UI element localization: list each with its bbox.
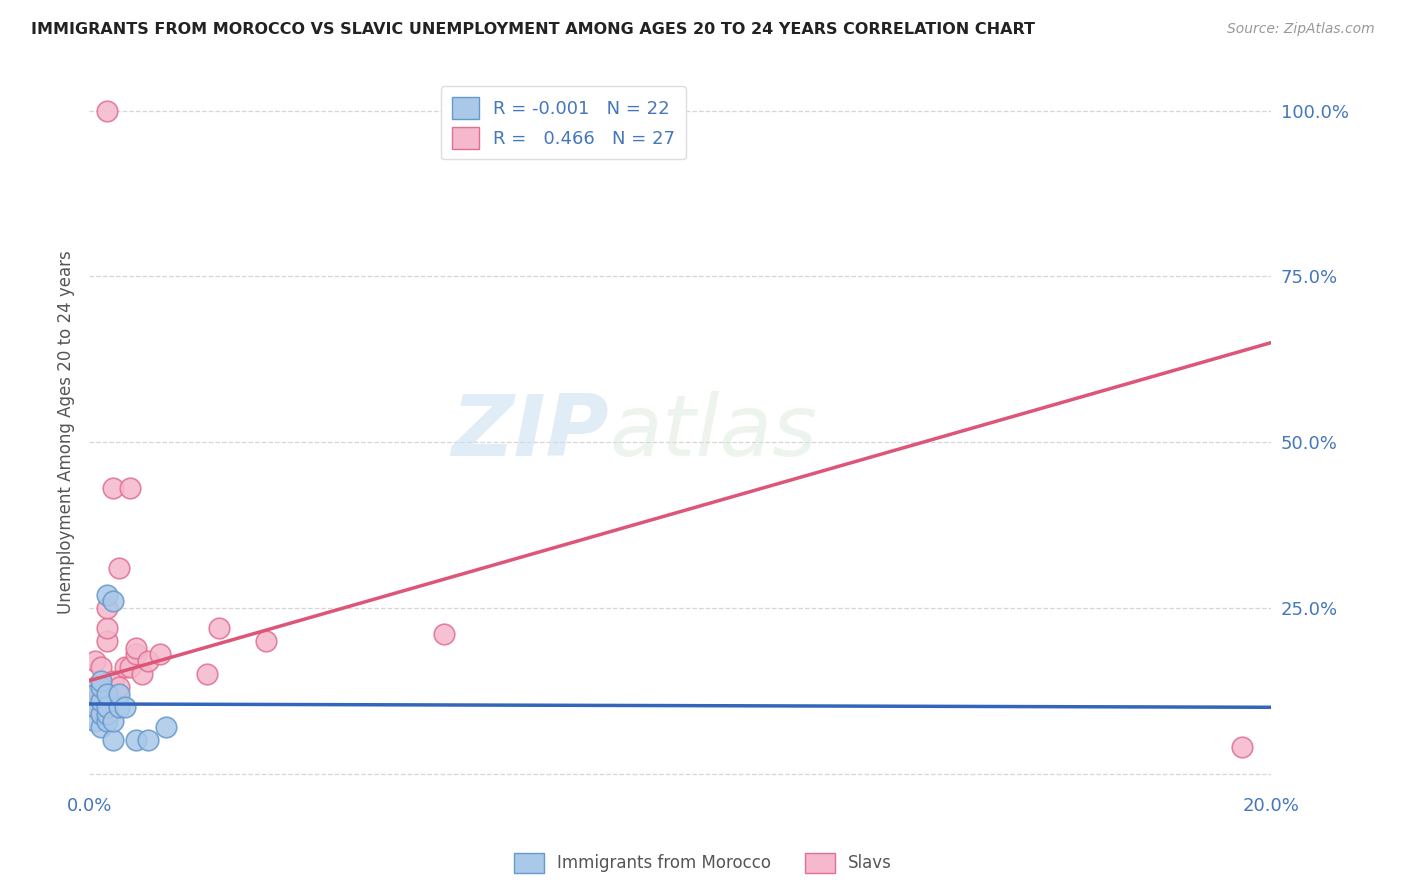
Point — [125, 647, 148, 661]
Text: atlas: atlas — [609, 391, 817, 474]
Point — [96, 714, 118, 728]
Point — [107, 687, 129, 701]
Point — [96, 600, 118, 615]
Point — [90, 673, 112, 688]
Point — [96, 634, 118, 648]
Point — [131, 667, 153, 681]
Legend: Immigrants from Morocco, Slavs: Immigrants from Morocco, Slavs — [508, 847, 898, 880]
Point — [101, 594, 124, 608]
Point — [136, 733, 159, 747]
Point — [90, 706, 112, 721]
Point — [136, 654, 159, 668]
Point — [120, 482, 142, 496]
Legend: R = -0.001   N = 22, R =   0.466   N = 27: R = -0.001 N = 22, R = 0.466 N = 27 — [441, 87, 686, 160]
Point — [96, 687, 118, 701]
Point — [101, 714, 124, 728]
Point — [84, 700, 107, 714]
Point — [90, 706, 112, 721]
Point — [96, 700, 118, 714]
Point — [90, 660, 112, 674]
Point — [107, 681, 129, 695]
Point — [195, 667, 218, 681]
Point — [101, 482, 124, 496]
Point — [96, 621, 118, 635]
Point — [107, 561, 129, 575]
Point — [84, 687, 107, 701]
Point — [254, 634, 277, 648]
Point — [90, 693, 112, 707]
Y-axis label: Unemployment Among Ages 20 to 24 years: Unemployment Among Ages 20 to 24 years — [58, 251, 75, 614]
Point — [96, 588, 118, 602]
Point — [149, 647, 172, 661]
Point — [84, 654, 107, 668]
Text: Source: ZipAtlas.com: Source: ZipAtlas.com — [1227, 22, 1375, 37]
Text: IMMIGRANTS FROM MOROCCO VS SLAVIC UNEMPLOYMENT AMONG AGES 20 TO 24 YEARS CORRELA: IMMIGRANTS FROM MOROCCO VS SLAVIC UNEMPL… — [31, 22, 1035, 37]
Text: ZIP: ZIP — [451, 391, 609, 474]
Point — [84, 681, 107, 695]
Point — [114, 700, 136, 714]
Point — [90, 681, 112, 695]
Point — [1230, 740, 1253, 755]
Point — [107, 700, 129, 714]
Point — [208, 621, 231, 635]
Point — [101, 733, 124, 747]
Point — [114, 660, 136, 674]
Point — [96, 706, 118, 721]
Point — [125, 640, 148, 655]
Point — [96, 103, 118, 118]
Point — [120, 660, 142, 674]
Point — [90, 720, 112, 734]
Point — [101, 673, 124, 688]
Point — [433, 627, 456, 641]
Point — [84, 714, 107, 728]
Point — [125, 733, 148, 747]
Point — [84, 700, 107, 714]
Point — [155, 720, 177, 734]
Point — [90, 687, 112, 701]
